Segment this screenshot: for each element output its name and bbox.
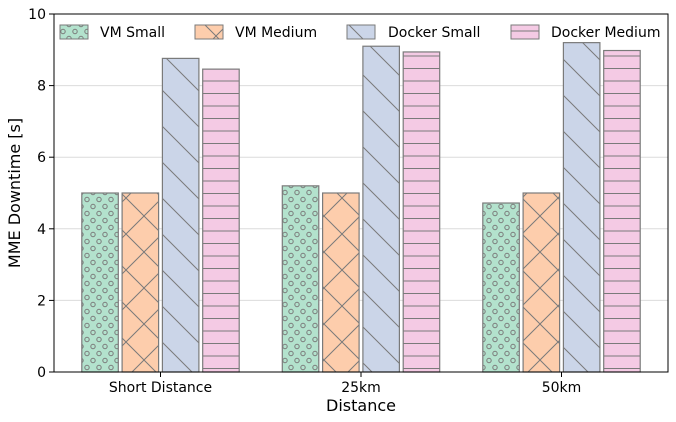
bar-docker-small [161,57,200,373]
y-tick-label: 2 [37,293,46,309]
y-axis-ticks: 0 2 4 6 8 10 [28,7,54,381]
bar-vm-medium [121,192,160,373]
y-tick-label: 8 [37,79,46,95]
bar-vm-small [81,192,119,373]
bar-docker-medium [603,49,641,373]
legend-swatch [194,24,224,40]
bar-docker-medium [202,68,240,373]
y-tick-label: 0 [37,365,46,381]
bars [81,42,641,373]
bar-docker-small [362,45,400,373]
y-axis-title: MME Downtime [s] [5,118,24,268]
x-axis-title: Distance [326,396,396,415]
legend-label: VM Small [100,25,165,41]
legend-label: Docker Small [388,25,480,41]
bar-vm-medium [322,192,360,373]
legend-label: Docker Medium [551,25,660,41]
legend-label: VM Medium [235,25,317,41]
bar-docker-medium [402,51,441,373]
bar-vm-small [482,202,520,373]
x-tick-label: Short Distance [109,380,212,396]
bar-docker-small [562,42,601,373]
x-tick-label: 50km [542,380,582,396]
bar-vm-small [281,185,320,373]
y-tick-label: 6 [37,150,46,166]
legend: VM Small VM Medium Docker Small Docker Medi… [59,24,660,41]
x-axis-ticks: Short Distance 25km 50km [109,372,581,396]
y-tick-label: 10 [28,7,46,23]
legend-swatch [510,24,540,40]
bar-vm-medium [522,192,561,373]
legend-swatch [59,24,89,40]
x-tick-label: 25km [341,380,381,396]
legend-swatch [346,24,376,40]
y-tick-label: 4 [37,222,46,238]
